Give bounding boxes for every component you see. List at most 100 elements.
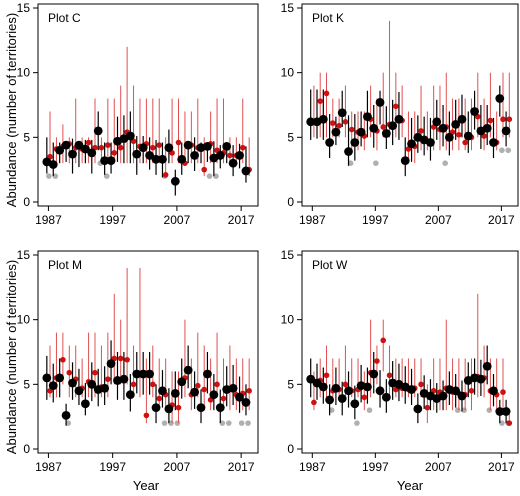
black-point (381, 129, 391, 138)
black-point (381, 392, 391, 402)
red-point (342, 119, 349, 125)
panels-layer: Plot C 0 5 10 15 1987 1997 2007 2017 Plot K 0 5 10 15… (17, 1, 519, 474)
black-point (215, 403, 225, 413)
black-point (170, 388, 180, 398)
black-point (125, 131, 135, 141)
black-point (228, 383, 238, 393)
black-point (158, 386, 167, 396)
x-tick-label: 1997 (99, 460, 126, 474)
black-point (228, 158, 238, 168)
black-point (190, 387, 199, 397)
red-point (111, 150, 118, 156)
red-point (361, 394, 368, 401)
panel-plot-m: Plot M 0 5 10 15 1987 1997 2007 2017 (17, 248, 259, 474)
y-tick-label: 15 (281, 1, 295, 15)
red-point (374, 358, 380, 364)
black-point (318, 382, 328, 392)
y-tick-label: 10 (17, 66, 31, 80)
x-tick-label: 2007 (164, 213, 191, 227)
red-point (85, 139, 92, 146)
black-point (170, 176, 180, 186)
y-tick-label: 10 (281, 313, 295, 327)
black-point (438, 123, 448, 133)
red-point (98, 144, 105, 151)
red-point (380, 124, 387, 130)
black-point (235, 392, 244, 402)
black-point (438, 391, 448, 401)
black-point (177, 154, 187, 164)
y-tick-label: 10 (281, 66, 295, 80)
red-point (156, 142, 163, 148)
black-point (501, 407, 511, 416)
y-tick-label: 5 (23, 130, 30, 144)
red-point (175, 139, 182, 146)
black-point (451, 386, 461, 396)
black-point (457, 391, 467, 401)
gray-point (366, 407, 373, 414)
black-point (74, 386, 84, 396)
x-tick-label: 2017 (488, 460, 515, 474)
red-point (393, 103, 399, 110)
red-point (150, 144, 156, 151)
red-point (117, 355, 124, 362)
black-point (369, 369, 379, 379)
black-point (375, 386, 385, 396)
gray-point (245, 420, 251, 426)
black-point (306, 374, 316, 384)
black-point (93, 126, 103, 136)
black-point (470, 107, 479, 116)
black-point (100, 156, 110, 166)
red-point (66, 369, 73, 376)
black-point (42, 373, 52, 383)
red-point (220, 395, 227, 402)
black-point (344, 147, 353, 156)
y-tick-label: 15 (281, 248, 295, 262)
panel-plot-k: Plot K 0 5 10 15 1987 1997 2007 2017 (281, 1, 519, 227)
red-point (336, 122, 342, 129)
black-point (350, 138, 360, 147)
x-tick-label: 1987 (35, 213, 62, 227)
black-point (61, 410, 71, 420)
gray-point (213, 173, 219, 179)
y-tick-label: 5 (287, 130, 294, 144)
black-point (312, 378, 322, 388)
red-point (175, 404, 182, 411)
gray-point (103, 173, 110, 179)
red-point (418, 381, 424, 388)
black-point (145, 369, 155, 379)
black-point (369, 123, 379, 133)
black-point (100, 383, 110, 393)
red-point (239, 144, 246, 151)
black-point (164, 143, 174, 153)
black-point (203, 141, 212, 151)
black-point (413, 404, 423, 414)
y-tick-label: 0 (287, 442, 294, 456)
red-point (194, 382, 201, 389)
gray-point (174, 420, 181, 426)
x-tick-label: 1987 (299, 460, 326, 474)
black-point (183, 140, 193, 150)
x-tick-label: 1987 (299, 213, 326, 227)
black-point (235, 151, 244, 160)
x-tick-label: 1997 (99, 213, 126, 227)
black-point (407, 385, 416, 394)
red-point (418, 128, 424, 134)
black-point (215, 151, 225, 160)
red-point (380, 337, 387, 344)
black-point (132, 369, 142, 379)
black-point (337, 394, 347, 403)
panel-plot-c: Plot C 0 5 10 15 1987 1997 2007 2017 (17, 1, 259, 227)
panel-title: Plot M (48, 258, 82, 272)
red-point (323, 90, 330, 97)
y-tick-label: 15 (17, 1, 31, 15)
y-axis-label-bottom: Abundance (number of territories) (4, 260, 19, 454)
black-point (119, 374, 129, 384)
black-point (106, 156, 116, 166)
gray-point (161, 420, 168, 426)
black-point (106, 359, 116, 369)
black-point (344, 386, 353, 396)
y-tick-label: 0 (23, 195, 30, 209)
gray-point (486, 407, 493, 414)
red-point (105, 376, 111, 382)
